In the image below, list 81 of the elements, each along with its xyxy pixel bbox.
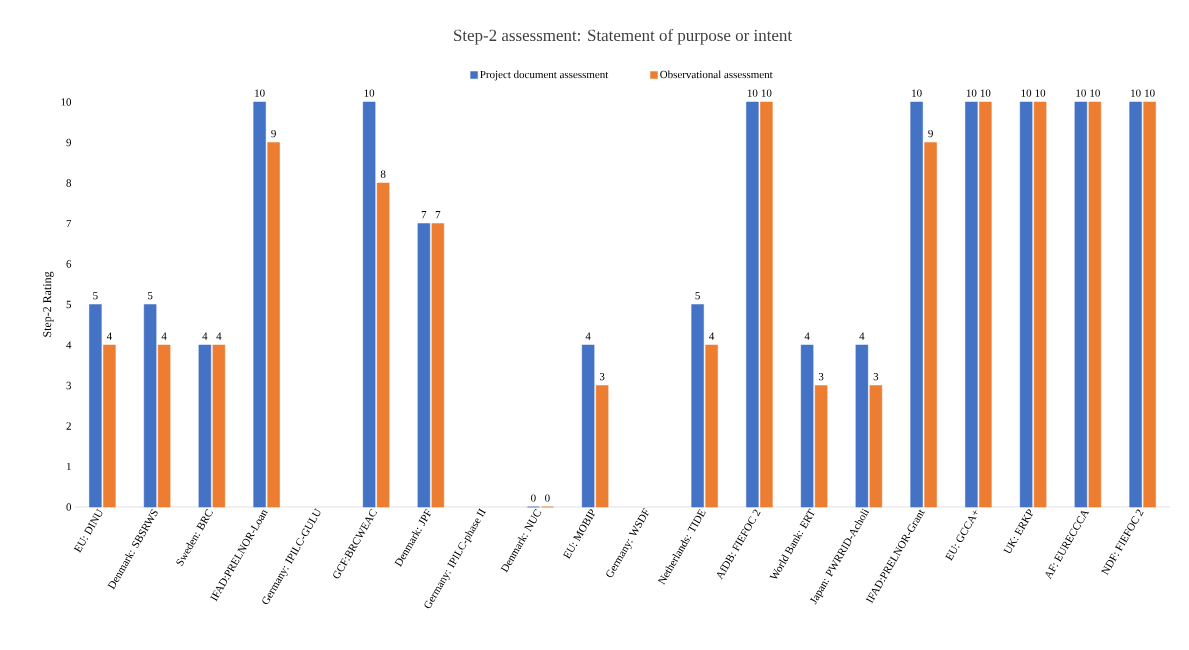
data-label: 0 [531, 494, 536, 502]
bar [198, 344, 212, 508]
data-label: 10 [1035, 89, 1046, 97]
y-tick-label: 1 [66, 462, 71, 471]
bar [376, 182, 390, 508]
legend-label: Project document assessment [480, 70, 609, 81]
bar [417, 223, 431, 508]
bar [746, 101, 759, 508]
data-label: 10 [364, 89, 375, 97]
bar [869, 385, 883, 508]
bar [362, 101, 376, 508]
bar [855, 344, 869, 508]
bar [691, 304, 704, 508]
bar [705, 344, 718, 508]
data-label: 4 [709, 332, 715, 340]
y-tick-label: 9 [66, 138, 72, 147]
data-label: 9 [271, 129, 276, 138]
bar [924, 142, 937, 508]
bar [595, 385, 609, 508]
data-label: 0 [545, 494, 550, 502]
bar [979, 101, 992, 508]
bar [800, 344, 814, 508]
data-label: 10 [1021, 89, 1032, 97]
bar [89, 304, 102, 508]
data-label: 9 [928, 129, 933, 138]
bar [1088, 101, 1102, 508]
bar [1129, 101, 1142, 508]
bar [910, 101, 923, 508]
chart-title: Step-2 assessment: Statement of purpose or intent [454, 28, 792, 45]
y-tick-label: 3 [66, 381, 72, 390]
data-label: 10 [966, 89, 977, 97]
data-label: 10 [1090, 89, 1100, 97]
data-label: 4 [804, 332, 810, 340]
data-label: 8 [380, 170, 386, 178]
bar [157, 344, 171, 508]
bar [143, 304, 157, 508]
data-label: 10 [747, 89, 758, 97]
y-tick-label: 6 [66, 260, 72, 268]
bar [267, 142, 280, 508]
bar [1074, 101, 1088, 508]
data-label: 10 [1131, 89, 1141, 97]
bar [103, 344, 116, 508]
data-label: 5 [148, 292, 153, 300]
data-label: 5 [695, 292, 700, 300]
y-tick-label: 7 [66, 219, 72, 228]
data-label: 4 [106, 332, 112, 340]
bar [760, 101, 773, 508]
data-label: 7 [421, 211, 427, 219]
y-tick-label: 5 [66, 300, 72, 309]
data-label: 10 [912, 89, 922, 97]
data-label: 4 [859, 332, 865, 340]
data-label: 10 [1145, 89, 1155, 97]
legend-label: Observational assessment [660, 70, 773, 79]
bar [965, 101, 978, 508]
data-label: 4 [585, 332, 591, 340]
bar [1019, 101, 1033, 508]
y-tick-label: 10 [61, 98, 72, 106]
y-tick-label: 8 [66, 179, 72, 187]
bar [1033, 101, 1047, 508]
bar [431, 223, 445, 508]
data-label: 3 [873, 372, 879, 381]
y-axis-title: Step-2 Rating [43, 271, 54, 337]
data-label: 10 [255, 89, 265, 97]
data-label: 10 [1076, 89, 1086, 97]
data-label: 4 [216, 332, 222, 340]
bar [1143, 101, 1156, 508]
data-label: 7 [435, 211, 441, 219]
data-label: 10 [980, 89, 991, 97]
bar [253, 101, 266, 508]
data-label: 4 [161, 332, 167, 340]
y-tick-label: 2 [66, 422, 71, 430]
data-label: 10 [761, 89, 772, 97]
y-tick-label: 4 [66, 341, 72, 349]
bar [581, 344, 595, 508]
y-tick-label: 0 [66, 503, 72, 511]
data-label: 3 [599, 372, 605, 381]
data-label: 3 [818, 372, 824, 381]
data-label: 4 [202, 332, 208, 340]
bar [814, 385, 828, 508]
data-label: 5 [93, 292, 98, 300]
bar [212, 344, 226, 508]
